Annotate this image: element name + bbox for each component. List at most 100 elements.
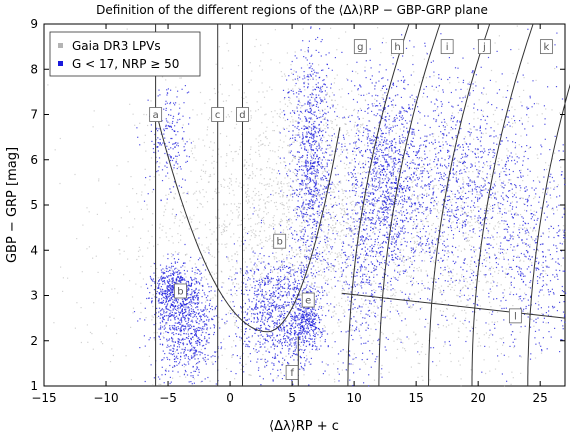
data-point [285,355,287,357]
data-point [309,126,311,128]
data-point [189,314,191,316]
data-point [300,261,303,263]
data-point [307,323,309,325]
data-point [340,256,342,259]
data-point [159,302,161,304]
data-point [116,332,118,335]
data-point [176,307,179,309]
data-point [468,350,471,352]
data-point [257,244,259,246]
data-point [327,258,329,260]
data-point [220,346,223,348]
data-point [205,323,207,325]
data-point [221,93,223,95]
data-point [171,339,174,341]
data-point [465,304,467,306]
data-point [374,323,376,325]
data-point [304,162,307,164]
data-point [179,272,181,274]
data-point [312,97,314,99]
data-point [177,352,179,354]
data-point [267,348,269,350]
data-point [313,133,315,135]
data-point [271,168,273,170]
data-point [176,144,178,146]
data-point [177,90,179,92]
data-point [165,296,167,298]
data-point [464,165,466,167]
data-point [196,342,198,344]
data-point [447,285,449,287]
data-point [195,307,197,309]
data-point [194,290,196,292]
data-point [282,194,284,196]
data-point [388,195,391,197]
data-point [201,380,203,382]
data-point [316,199,318,201]
data-point [262,143,264,145]
data-point [364,208,366,210]
data-point [212,318,214,321]
data-point [361,163,363,165]
data-point [503,249,506,251]
data-point [298,132,300,134]
data-point [167,290,169,292]
data-point [169,328,171,330]
data-point [209,254,211,256]
data-point [283,208,285,210]
data-point [282,308,284,310]
data-point [158,284,160,286]
data-point [481,114,483,116]
data-point [195,287,197,290]
data-point [186,323,188,325]
data-point [485,372,487,375]
data-point [288,262,290,264]
data-point [413,293,415,295]
data-point [352,248,355,251]
data-point [169,269,171,271]
data-point [152,305,154,308]
data-point [190,305,192,307]
data-point [179,281,181,283]
data-point [298,161,300,163]
data-point [174,365,176,367]
data-point [505,268,507,270]
data-point [177,275,179,277]
data-point [348,258,351,260]
data-point [180,305,182,307]
data-point [214,290,216,292]
data-point [497,123,499,125]
data-point [200,334,202,336]
data-point [169,312,171,314]
data-point [300,230,302,232]
data-point [166,340,168,342]
data-point [170,287,173,289]
data-point [231,356,233,358]
data-point [491,321,493,323]
data-point [320,274,322,276]
data-point [281,248,283,251]
data-point [173,296,175,298]
data-point [292,310,294,312]
data-point [412,55,414,57]
data-point [288,199,290,201]
data-point [157,150,159,152]
data-point [327,233,329,235]
data-point [178,304,180,306]
data-point [199,270,201,272]
data-point [231,346,233,348]
data-point [461,294,463,296]
data-point [500,171,502,173]
data-point [541,273,543,275]
data-point [313,111,315,113]
data-point [296,151,299,153]
data-point [164,137,166,139]
data-point [446,308,448,310]
data-point [467,211,469,214]
data-point [174,281,176,283]
data-point [181,138,183,140]
data-point [291,186,293,188]
data-point [293,157,295,159]
data-point [421,185,423,187]
data-point [494,191,496,193]
